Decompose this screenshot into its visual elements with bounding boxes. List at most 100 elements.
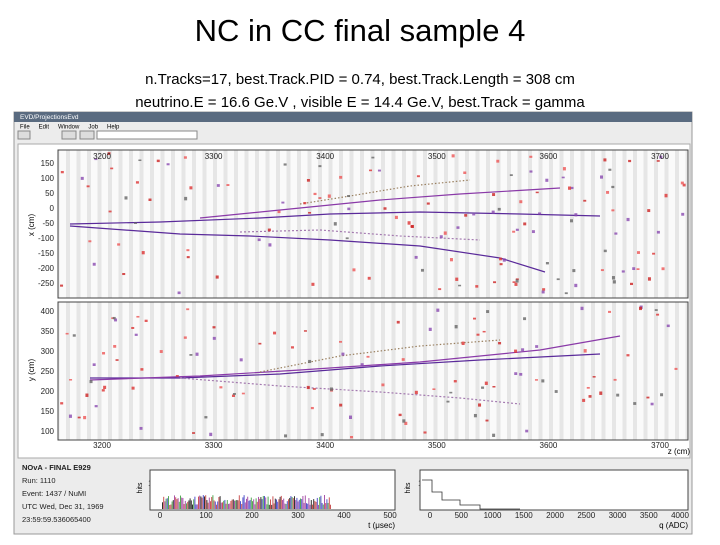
hit xyxy=(502,258,506,262)
hit xyxy=(561,176,565,179)
time-bar xyxy=(198,496,199,509)
hit xyxy=(339,175,343,179)
time-bar xyxy=(272,496,274,509)
hit xyxy=(523,222,527,226)
axis-label: q (ADC) xyxy=(659,521,688,530)
hist-x-tick-label: 2000 xyxy=(546,511,564,520)
hit xyxy=(329,387,333,391)
hit xyxy=(60,284,64,287)
hit xyxy=(166,163,170,166)
y-tick-label: 300 xyxy=(41,347,55,356)
time-bar xyxy=(223,500,225,509)
hit xyxy=(339,340,343,343)
hit xyxy=(135,181,139,184)
x-tick-label: -50 xyxy=(42,219,54,228)
time-bar xyxy=(180,495,181,509)
hit xyxy=(574,283,578,288)
hit xyxy=(339,403,343,407)
time-bar xyxy=(229,503,231,509)
hit xyxy=(92,363,96,366)
hit xyxy=(394,215,398,220)
hit xyxy=(68,414,72,418)
hit xyxy=(458,284,462,287)
hit xyxy=(114,318,118,322)
hit xyxy=(515,278,519,281)
time-bar xyxy=(204,496,205,509)
hit xyxy=(454,325,458,329)
toolbar-button[interactable] xyxy=(79,130,95,140)
hit xyxy=(493,281,497,284)
hit xyxy=(381,383,385,387)
time-bar xyxy=(308,498,310,509)
hit xyxy=(189,354,193,356)
toolbar-button[interactable] xyxy=(61,130,77,140)
z-tick-label: 3700 xyxy=(651,152,669,161)
hit xyxy=(626,217,630,222)
hit xyxy=(492,433,496,437)
time-bar xyxy=(282,500,283,509)
hist-x-tick-label: 2500 xyxy=(577,511,595,520)
hit xyxy=(582,398,586,402)
time-bar xyxy=(210,501,211,509)
time-bar xyxy=(260,497,262,509)
hit xyxy=(652,252,656,255)
menu-item[interactable]: Window xyxy=(58,125,80,131)
time-histogram-bars xyxy=(162,495,331,509)
hit xyxy=(639,306,643,311)
hit xyxy=(77,416,81,419)
hit xyxy=(636,268,640,271)
hist-x-tick-label: 0 xyxy=(158,511,163,520)
toolbar-field[interactable] xyxy=(17,130,31,140)
time-bar xyxy=(289,497,291,509)
hit xyxy=(115,359,119,361)
time-bar xyxy=(268,504,270,509)
hit xyxy=(478,403,482,407)
hit xyxy=(628,159,632,163)
time-bar xyxy=(224,499,226,509)
hit xyxy=(586,386,590,389)
time-bar xyxy=(174,495,175,509)
time-bar xyxy=(230,500,232,509)
time-bar xyxy=(217,501,219,509)
time-bar xyxy=(253,499,255,509)
hit xyxy=(545,178,549,182)
time-bar xyxy=(322,504,324,509)
hit xyxy=(497,207,501,211)
menu-item[interactable]: Job xyxy=(88,125,98,131)
hit xyxy=(666,324,670,328)
menu-item[interactable]: Help xyxy=(107,125,120,131)
time-bar xyxy=(280,495,282,509)
hit xyxy=(475,285,479,288)
time-bar xyxy=(171,501,173,509)
time-bar xyxy=(246,498,247,509)
hit xyxy=(449,391,453,394)
time-bar xyxy=(271,504,273,509)
hit xyxy=(144,319,148,322)
x-tick-label: 50 xyxy=(45,189,54,198)
menu-item[interactable]: Edit xyxy=(39,125,50,131)
hit xyxy=(131,386,135,390)
charge-histogram xyxy=(419,469,689,511)
time-bar xyxy=(247,496,249,509)
toolbar-input[interactable] xyxy=(96,130,198,140)
time-bar xyxy=(300,498,301,509)
info-line: NOvA - FINAL E929 xyxy=(22,463,91,472)
time-bar xyxy=(195,504,197,509)
screenshot: EVD/ProjectionsEvd File Edit Window Job Help… xyxy=(13,111,693,535)
z-tick-label: 3500 xyxy=(428,152,446,161)
hit xyxy=(486,310,490,314)
time-bar xyxy=(319,497,321,509)
hit xyxy=(647,209,651,213)
hit xyxy=(499,257,503,261)
time-bar xyxy=(208,497,210,509)
time-bar xyxy=(207,502,209,509)
time-bar xyxy=(304,495,306,509)
menu-item[interactable]: File xyxy=(20,125,30,131)
time-bar xyxy=(306,503,307,509)
time-bar xyxy=(163,496,165,509)
time-bar xyxy=(279,496,281,509)
hit xyxy=(570,186,574,190)
hit xyxy=(88,240,92,243)
hit xyxy=(107,152,111,155)
